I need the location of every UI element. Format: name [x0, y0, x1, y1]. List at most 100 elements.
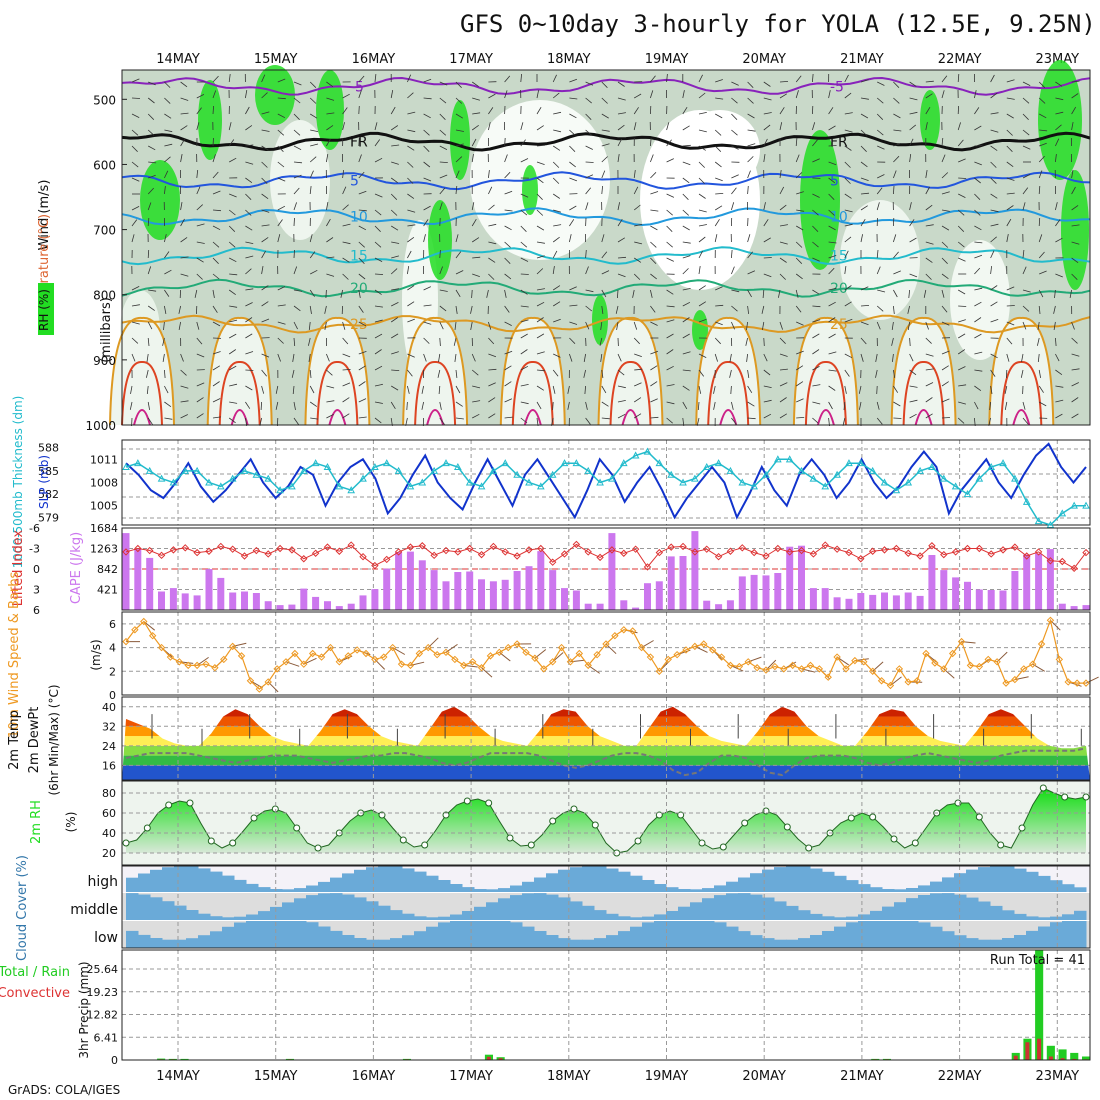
wind-barb	[488, 397, 496, 403]
wind-barb	[617, 154, 620, 163]
wind10-point	[708, 646, 717, 654]
cape-bar	[809, 588, 817, 610]
wind-barb	[309, 234, 313, 243]
lifted-index-point	[430, 551, 438, 560]
wind-barb	[293, 217, 295, 227]
wind-barb	[552, 385, 556, 394]
wind-barb	[390, 209, 398, 216]
wind-barb	[439, 81, 448, 86]
wind-barb	[633, 321, 638, 330]
wind-barb	[245, 333, 253, 339]
wind-barb	[406, 401, 408, 411]
cloud-cover-bar	[750, 935, 763, 948]
wind-barb	[747, 185, 749, 195]
wind-barb	[795, 90, 799, 99]
wind-barb	[438, 353, 441, 362]
precip-convective-bar	[1013, 1055, 1018, 1060]
wind-barb	[585, 113, 592, 120]
cape-bar	[395, 552, 403, 610]
wind-barb	[212, 289, 215, 298]
wind-barb	[909, 273, 918, 278]
wind-barb	[779, 273, 786, 280]
wind10-point	[868, 667, 877, 675]
wind-barb	[666, 333, 674, 339]
wind10-point	[842, 665, 850, 673]
lifted-index-point	[857, 555, 865, 563]
thickness-point	[359, 474, 367, 482]
cloud-cover-bar	[234, 922, 247, 948]
wind-barb	[633, 204, 641, 211]
cloud-cover-bar	[762, 938, 775, 948]
thickness-point	[939, 474, 948, 482]
thickness-point	[868, 466, 877, 474]
wind-barb	[147, 113, 155, 120]
rh-point	[165, 801, 173, 809]
wind-barb	[1006, 113, 1014, 119]
wind-barb	[390, 106, 396, 115]
precip-convective-bar	[1072, 1058, 1077, 1060]
top-day-label: 22MAY	[938, 52, 982, 67]
wind-barb	[536, 144, 546, 147]
wind-barb	[828, 125, 836, 131]
wind-barb	[682, 193, 689, 200]
cloud-mid-label: middle	[70, 902, 118, 918]
cloud-cover-bar	[1014, 868, 1027, 892]
cloud-cover-bar	[1014, 913, 1027, 920]
wind-barb	[666, 73, 668, 83]
wind-barb	[471, 138, 477, 147]
wind-barb	[828, 161, 837, 166]
wind-barb	[552, 369, 559, 377]
wind-barb	[277, 304, 286, 307]
lifted-index-point	[560, 550, 569, 558]
wind-barb	[795, 305, 802, 313]
wind-barb	[293, 266, 298, 275]
wind-barb	[893, 270, 901, 275]
wind-barb	[261, 250, 266, 259]
temp-color-band	[122, 755, 1090, 766]
wind-barb	[148, 161, 157, 164]
wind-barb	[261, 209, 270, 213]
wind10-point	[148, 632, 157, 640]
wind-barb	[552, 401, 554, 411]
wind-barb	[504, 90, 508, 99]
wind-barb	[342, 257, 350, 263]
cloud-cover-bar	[690, 921, 703, 948]
wind-barb	[374, 225, 381, 232]
wind-barb	[990, 74, 995, 83]
thickness-point	[536, 482, 545, 490]
wind-barb	[471, 369, 479, 376]
cloud-cover-bar	[354, 897, 367, 920]
diurnal-isotherm-25	[695, 316, 762, 426]
wind-barb	[407, 318, 415, 323]
wind-barb	[471, 353, 476, 362]
cloud-cover-bar	[558, 938, 571, 948]
wind-barb	[504, 321, 512, 326]
cape-bar	[632, 607, 640, 610]
wind-barb	[617, 112, 626, 115]
isotherm-line	[121, 76, 1091, 96]
wind-barb	[536, 90, 539, 99]
lifted-index-point	[951, 548, 960, 556]
wind-barb	[698, 266, 701, 275]
rh2m-units-label: (%)	[64, 812, 78, 833]
cloud-cover-bar	[702, 898, 715, 920]
lifted-index-point	[987, 550, 995, 558]
thickness-point	[774, 455, 782, 463]
diurnal-isotherm-30	[511, 361, 554, 426]
wind-barb	[698, 353, 707, 358]
wind-barb	[682, 144, 691, 147]
slp-panel-frame	[121, 439, 1091, 526]
wind-barb	[1006, 353, 1010, 362]
wind-barb	[925, 106, 931, 115]
lifted-index-point	[596, 553, 604, 562]
wind-barb	[795, 225, 804, 231]
wind10-point	[984, 655, 992, 664]
wind-barb	[650, 416, 659, 419]
wind-barb	[860, 234, 863, 243]
wind-barb	[1038, 81, 1046, 88]
wind-barb	[650, 209, 659, 212]
wind-barb	[974, 241, 983, 244]
wind-barb	[245, 193, 252, 200]
cloud-cover-bar	[402, 868, 415, 892]
wind-barb	[1004, 385, 1008, 394]
